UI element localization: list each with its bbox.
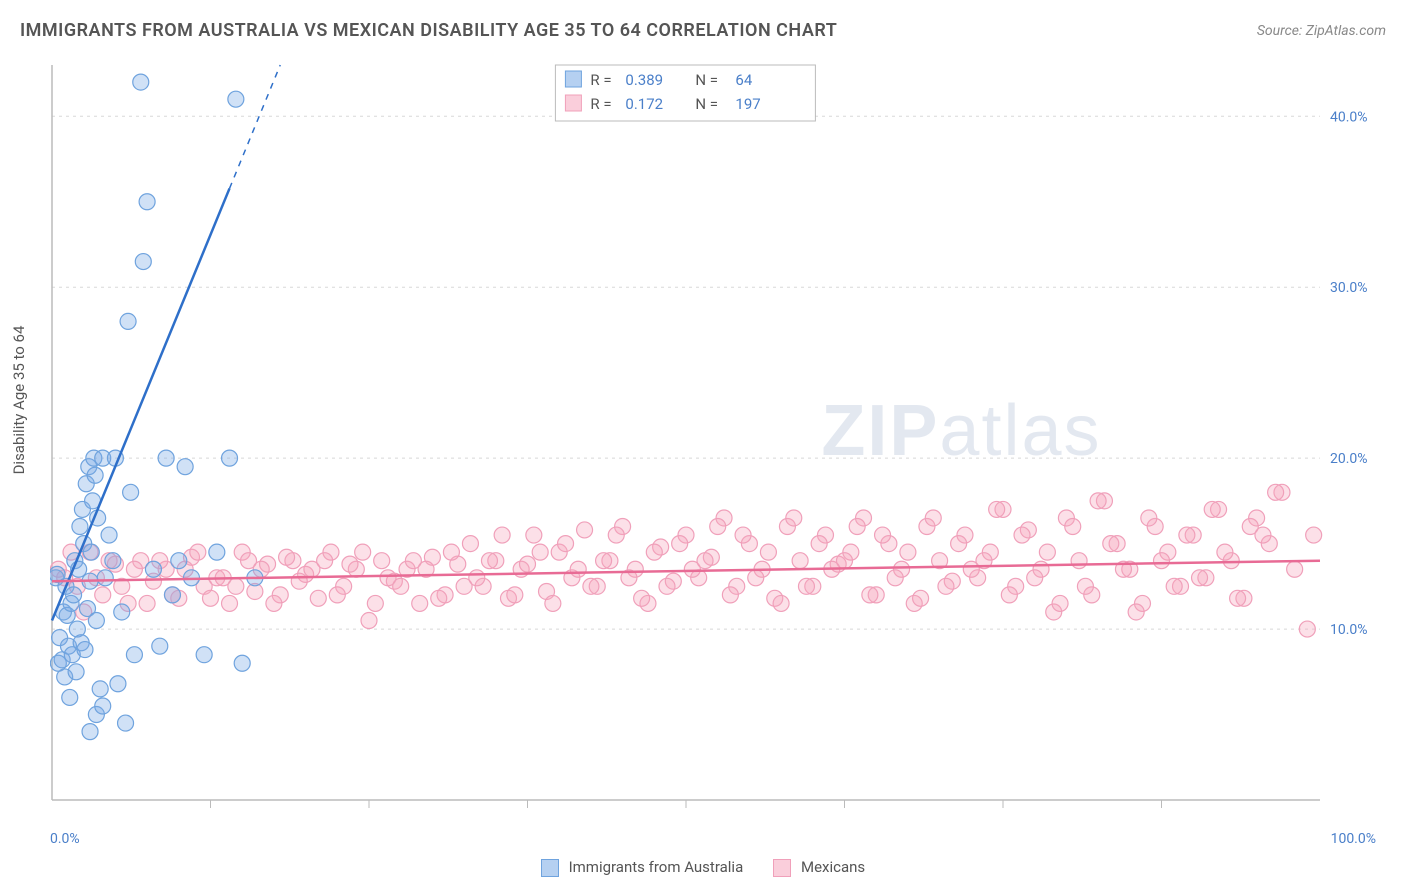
x-tick-max: 100.0% — [1331, 831, 1376, 847]
legend-item-australia: Immigrants from Australia — [541, 858, 743, 877]
plot-area: 10.0% 20.0% 30.0% 40.0% ZIPatlas R = 0.389 N = 6… — [50, 60, 1380, 820]
legend-swatch-australia — [541, 859, 559, 877]
svg-text:64: 64 — [735, 71, 752, 89]
svg-text:20.0%: 20.0% — [1330, 451, 1368, 467]
svg-text:197: 197 — [735, 95, 760, 113]
svg-text:10.0%: 10.0% — [1330, 622, 1368, 638]
legend-label-australia: Immigrants from Australia — [569, 858, 744, 876]
legend-item-mexicans: Mexicans — [773, 858, 865, 877]
svg-text:30.0%: 30.0% — [1330, 280, 1368, 296]
y-axis-label: Disability Age 35 to 64 — [10, 326, 28, 475]
svg-text:0.389: 0.389 — [625, 71, 663, 89]
svg-text:N =: N = — [695, 95, 718, 113]
bottom-legend: Immigrants from Australia Mexicans — [0, 858, 1406, 877]
svg-text:40.0%: 40.0% — [1330, 109, 1368, 125]
svg-text:ZIPatlas: ZIPatlas — [821, 391, 1101, 471]
svg-text:0.172: 0.172 — [625, 95, 663, 113]
svg-text:R =: R = — [590, 95, 611, 113]
chart-title: IMMIGRANTS FROM AUSTRALIA VS MEXICAN DIS… — [20, 20, 837, 41]
svg-text:N =: N = — [695, 71, 718, 89]
legend-label-mexicans: Mexicans — [801, 858, 865, 876]
x-tick-min: 0.0% — [50, 831, 80, 847]
legend-swatch-mexicans — [773, 859, 791, 877]
source-label: Source: ZipAtlas.com — [1257, 23, 1386, 39]
scatter-chart: 10.0% 20.0% 30.0% 40.0% ZIPatlas R = 0.389 N = 6… — [50, 60, 1380, 820]
svg-text:R =: R = — [590, 71, 611, 89]
